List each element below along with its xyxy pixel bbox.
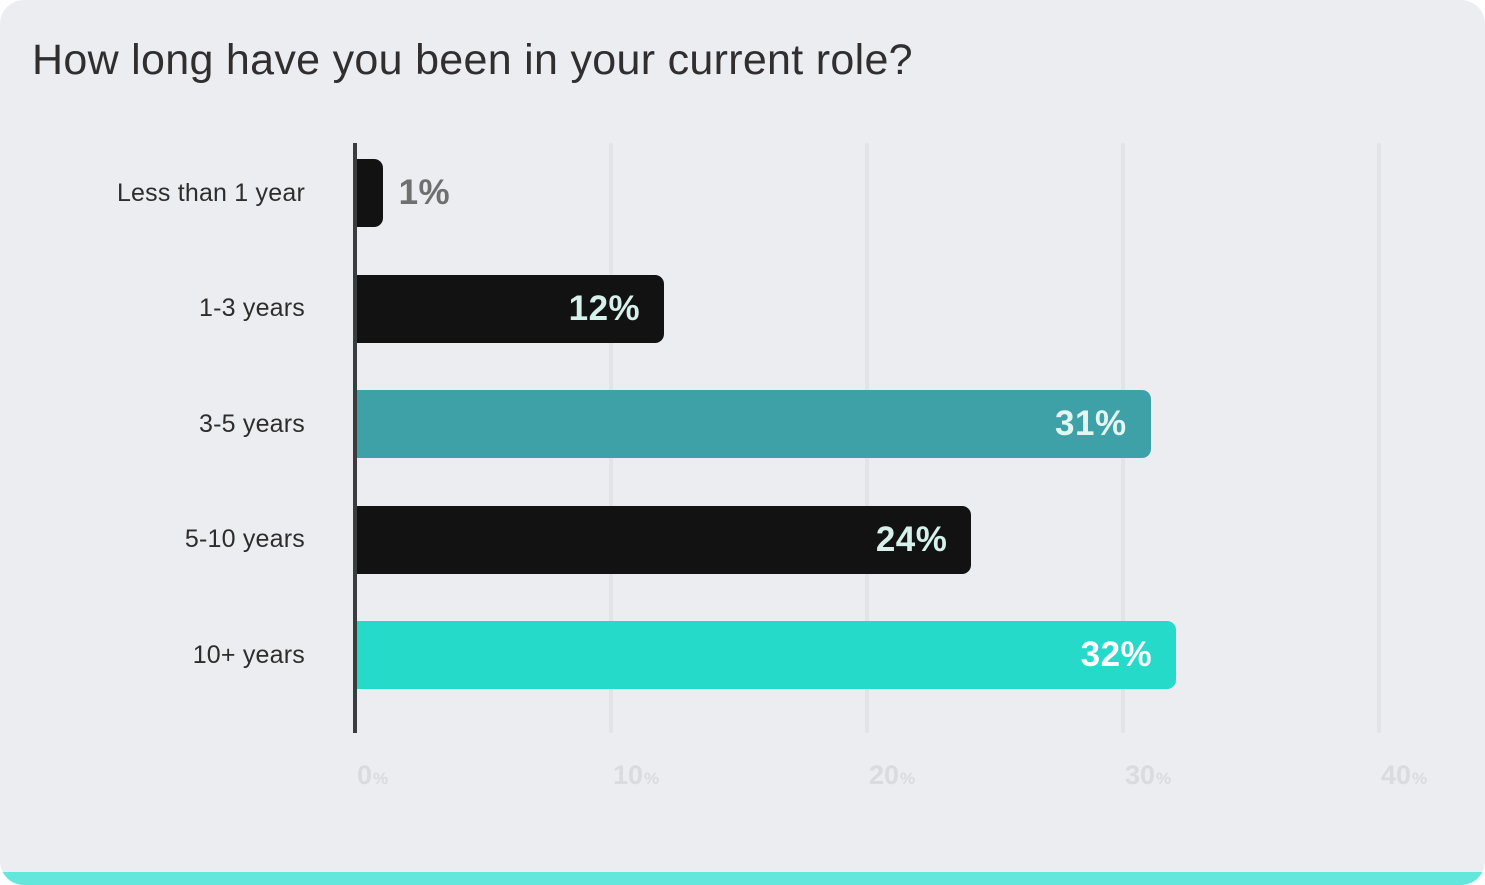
bar: 12% xyxy=(357,274,665,343)
x-tick-number: 20 xyxy=(869,760,900,790)
gridline-40% xyxy=(1377,143,1381,733)
category-label: 1-3 years xyxy=(198,294,305,322)
x-tick-number: 40 xyxy=(1381,760,1412,790)
bar-value-label: 12% xyxy=(568,288,641,328)
bar-value-label: 1% xyxy=(398,173,451,212)
bar-value-label: 31% xyxy=(1055,404,1127,443)
chart-title: How long have you been in your current r… xyxy=(32,36,913,84)
x-axis-tick-label: 30% xyxy=(1125,760,1171,791)
bar: 31% xyxy=(357,390,1151,458)
bottom-accent-strip xyxy=(0,872,1485,885)
x-tick-percent-sign: % xyxy=(900,769,916,788)
category-label: 10+ years xyxy=(192,640,305,669)
category-label: Less than 1 year xyxy=(116,178,305,207)
y-axis-line xyxy=(353,143,357,733)
x-axis-tick-label: 10% xyxy=(613,760,659,791)
x-tick-percent-sign: % xyxy=(1156,769,1172,788)
bar-value-label: 24% xyxy=(875,519,948,559)
x-tick-number: 10 xyxy=(613,760,644,790)
bar: 32% xyxy=(357,621,1177,689)
x-tick-percent-sign: % xyxy=(373,769,389,788)
bar xyxy=(357,159,383,227)
category-label: 3-5 years xyxy=(198,409,305,438)
bar: 24% xyxy=(357,505,972,574)
x-tick-percent-sign: % xyxy=(644,769,660,788)
x-axis-tick-label: 0% xyxy=(357,760,388,791)
x-tick-number: 0 xyxy=(357,760,373,790)
x-tick-number: 30 xyxy=(1125,760,1156,790)
x-axis-tick-label: 40% xyxy=(1381,760,1427,791)
bar-value-label: 32% xyxy=(1080,635,1153,674)
x-axis-tick-label: 20% xyxy=(869,760,915,791)
category-label: 5-10 years xyxy=(184,525,305,553)
x-tick-percent-sign: % xyxy=(1412,769,1428,788)
